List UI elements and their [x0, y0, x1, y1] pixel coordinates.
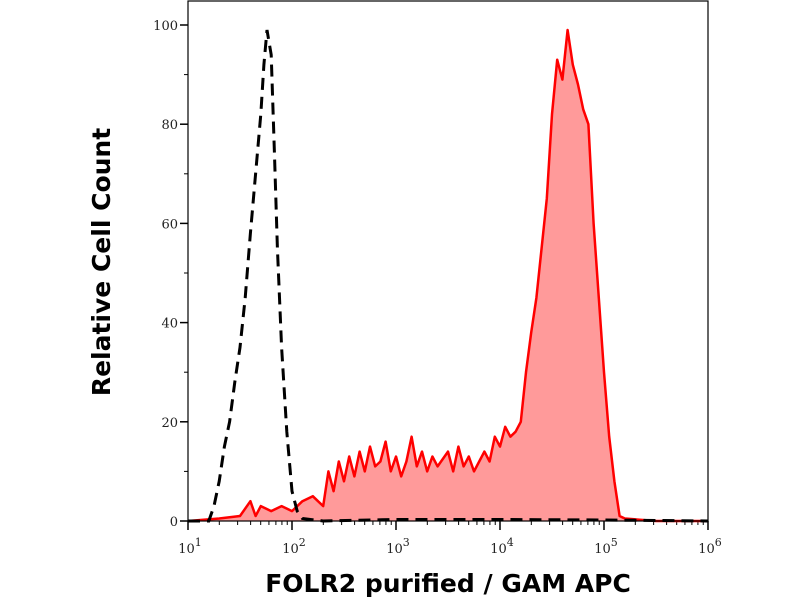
x-tick-label: 106 — [698, 536, 722, 557]
x-tick-label: 102 — [282, 536, 306, 557]
y-tick-label: 20 — [161, 416, 178, 431]
x-tick-label: 101 — [178, 536, 202, 557]
y-tick-label: 80 — [161, 118, 178, 133]
stained-series-line — [187, 28, 708, 523]
y-axis-title: Relative Cell Count — [87, 128, 116, 396]
x-axis-title: FOLR2 purified / GAM APC — [265, 569, 631, 598]
x-tick-label: 105 — [594, 536, 618, 557]
y-tick-label: 0 — [170, 515, 178, 530]
plot-frame — [187, 0, 709, 522]
isotype-series-line — [188, 29, 709, 523]
x-tick-label: 104 — [490, 536, 514, 557]
y-tick-label: 60 — [161, 217, 178, 232]
x-tick-label: 103 — [386, 536, 410, 557]
y-tick-label: 100 — [153, 19, 178, 34]
y-tick-label: 40 — [161, 317, 178, 332]
stained-series-area — [188, 30, 708, 521]
y-axis-ticks: 0 20 40 60 80 100 — [153, 19, 188, 530]
x-axis-ticks: 101 102 103 104 105 106 — [178, 521, 722, 557]
